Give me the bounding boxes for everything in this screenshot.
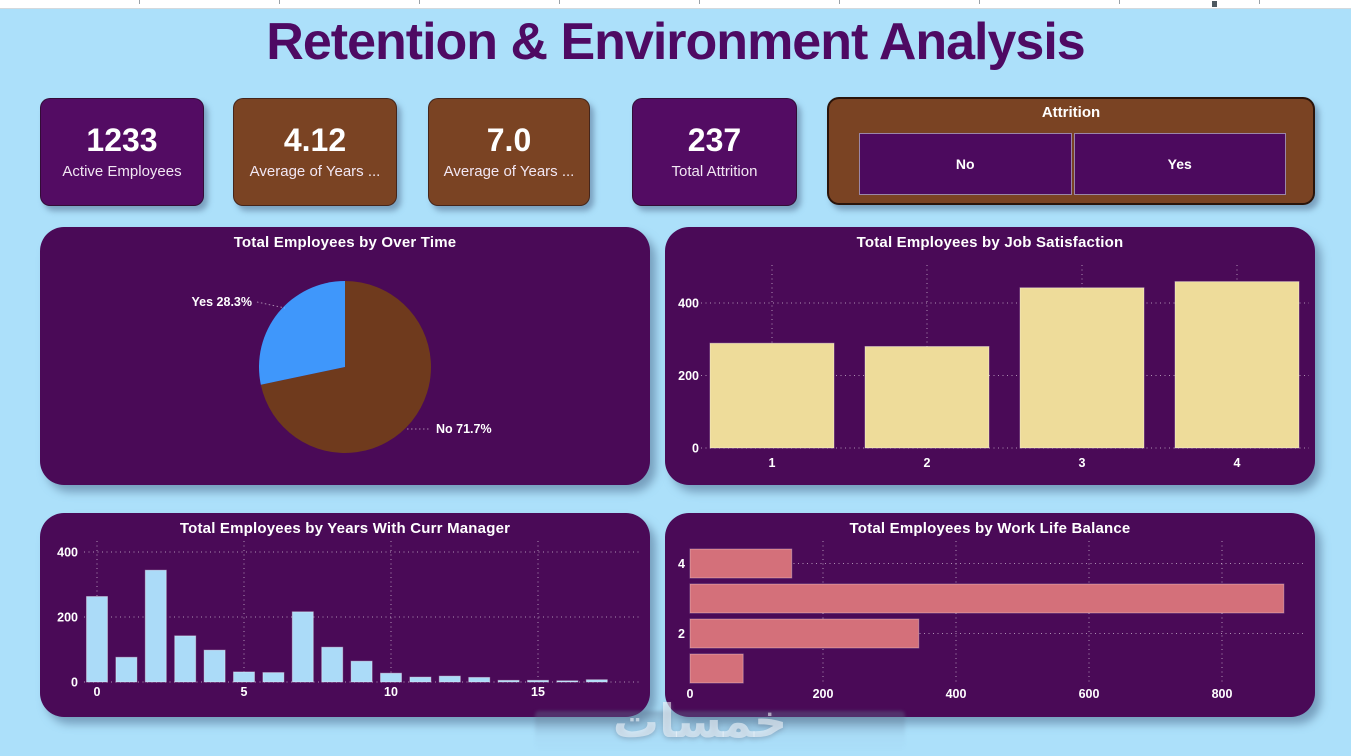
bar-11[interactable] bbox=[409, 676, 432, 683]
kpi-card-average-years-2: 7.0 Average of Years ... bbox=[428, 98, 590, 206]
tick-label: 200 bbox=[57, 611, 78, 625]
bar-17[interactable] bbox=[585, 679, 608, 683]
bar-1[interactable] bbox=[689, 653, 744, 684]
bar-14[interactable] bbox=[497, 679, 520, 683]
tick-label: 400 bbox=[57, 546, 78, 560]
kpi-value: 1233 bbox=[86, 122, 158, 158]
tick-label: 200 bbox=[813, 687, 834, 701]
kpi-value: 7.0 bbox=[486, 122, 532, 158]
tick-label: 5 bbox=[241, 685, 248, 699]
slicer-option-yes[interactable]: Yes bbox=[1073, 133, 1286, 195]
tick-label: 400 bbox=[678, 297, 699, 311]
label-leader bbox=[256, 301, 286, 309]
cursor-artifact-icon bbox=[1212, 1, 1217, 7]
tick-label: 200 bbox=[678, 369, 699, 383]
bar-15[interactable] bbox=[527, 679, 549, 683]
bar-4[interactable] bbox=[203, 649, 226, 683]
tick-label: No 71.7% bbox=[436, 422, 492, 436]
tick-label: 15 bbox=[531, 685, 545, 699]
bar-2[interactable] bbox=[689, 618, 920, 649]
bar-6[interactable] bbox=[262, 672, 285, 683]
tick-label: 1 bbox=[769, 456, 776, 470]
tick-label: 600 bbox=[1079, 687, 1100, 701]
slicer-title: Attrition bbox=[1041, 104, 1101, 121]
tick-label: 2 bbox=[924, 456, 931, 470]
bar-chart-job-satisfaction: 1 2 3 4 0 200 400 bbox=[678, 265, 1309, 470]
tick-label: 0 bbox=[692, 442, 699, 456]
tick-label: 10 bbox=[384, 685, 398, 699]
bar-4[interactable] bbox=[1174, 281, 1300, 449]
attrition-slicer: Attrition No Yes bbox=[827, 97, 1315, 205]
panel-job-satisfaction: Total Employees by Job Satisfaction 1 2 3 4… bbox=[665, 227, 1315, 485]
panel-overtime-pie: Total Employees by Over Time No 71.7% Yes… bbox=[40, 227, 650, 485]
slicer-options: No Yes bbox=[859, 133, 1286, 195]
bar-1[interactable] bbox=[709, 342, 835, 449]
tick-label: 400 bbox=[946, 687, 967, 701]
tick-label: 0 bbox=[94, 685, 101, 699]
bar-3[interactable] bbox=[1019, 287, 1145, 449]
bar-1[interactable] bbox=[115, 656, 138, 683]
kpi-card-active-employees: 1233 Active Employees bbox=[40, 98, 204, 206]
bar-2[interactable] bbox=[864, 346, 990, 449]
tick-label: 0 bbox=[71, 676, 78, 690]
bar-7[interactable] bbox=[291, 611, 314, 683]
panel-years-with-curr-manager: Total Employees by Years With Curr Manag… bbox=[40, 513, 650, 717]
page-title: Retention & Environment Analysis bbox=[266, 13, 1085, 71]
tick-label: 4 bbox=[1234, 456, 1241, 470]
tick-label: 800 bbox=[1212, 687, 1233, 701]
bar-8[interactable] bbox=[321, 646, 344, 683]
bar-12[interactable] bbox=[438, 675, 461, 683]
panel-work-life-balance: Total Employees by Work Life Balance 0 20… bbox=[665, 513, 1315, 717]
pie-chart-overtime: No 71.7% Yes 28.3% bbox=[192, 281, 492, 453]
kpi-label: Average of Years ... bbox=[249, 163, 381, 180]
kpi-card-total-attrition: 237 Total Attrition bbox=[632, 98, 797, 206]
slicer-option-no[interactable]: No bbox=[859, 133, 1072, 195]
tick-label: 2 bbox=[678, 627, 685, 641]
bar-13[interactable] bbox=[468, 676, 491, 683]
bar-4[interactable] bbox=[689, 548, 793, 579]
tick-label: 4 bbox=[678, 557, 685, 571]
bar-2[interactable] bbox=[144, 569, 167, 683]
tick-label: 0 bbox=[687, 687, 694, 701]
bar-chart-years-with-curr-manager: 0 5 10 15 0 200 400 bbox=[57, 541, 640, 699]
kpi-card-average-years-1: 4.12 Average of Years ... bbox=[233, 98, 397, 206]
kpi-value: 4.12 bbox=[283, 122, 347, 158]
kpi-value: 237 bbox=[687, 122, 742, 158]
kpi-label: Active Employees bbox=[62, 163, 182, 180]
watermark-glow bbox=[535, 711, 905, 751]
bar-9[interactable] bbox=[350, 660, 373, 683]
browser-edge-strip bbox=[0, 0, 1351, 9]
chart-title: Total Employees by Job Satisfaction bbox=[856, 234, 1124, 251]
tick-label: Yes 28.3% bbox=[192, 295, 252, 309]
bar-5[interactable] bbox=[233, 671, 255, 683]
bar-3[interactable] bbox=[174, 635, 197, 683]
hbar-chart-work-life-balance: 0 200 400 600 800 4 2 bbox=[678, 541, 1305, 701]
bar-16[interactable] bbox=[556, 680, 579, 683]
kpi-label: Average of Years ... bbox=[443, 163, 575, 180]
chart-title: Total Employees by Years With Curr Manag… bbox=[179, 520, 511, 537]
pie-slice-no[interactable] bbox=[260, 281, 431, 453]
tick-label: 3 bbox=[1079, 456, 1086, 470]
bar-3[interactable] bbox=[689, 583, 1285, 614]
bar-10[interactable] bbox=[380, 672, 402, 683]
kpi-label: Total Attrition bbox=[671, 163, 758, 180]
chart-title: Total Employees by Work Life Balance bbox=[849, 520, 1131, 537]
bar-0[interactable] bbox=[86, 596, 108, 683]
watermark: خمسات bbox=[612, 694, 788, 748]
pie-slice-yes[interactable] bbox=[259, 281, 345, 385]
chart-title: Total Employees by Over Time bbox=[233, 234, 457, 251]
